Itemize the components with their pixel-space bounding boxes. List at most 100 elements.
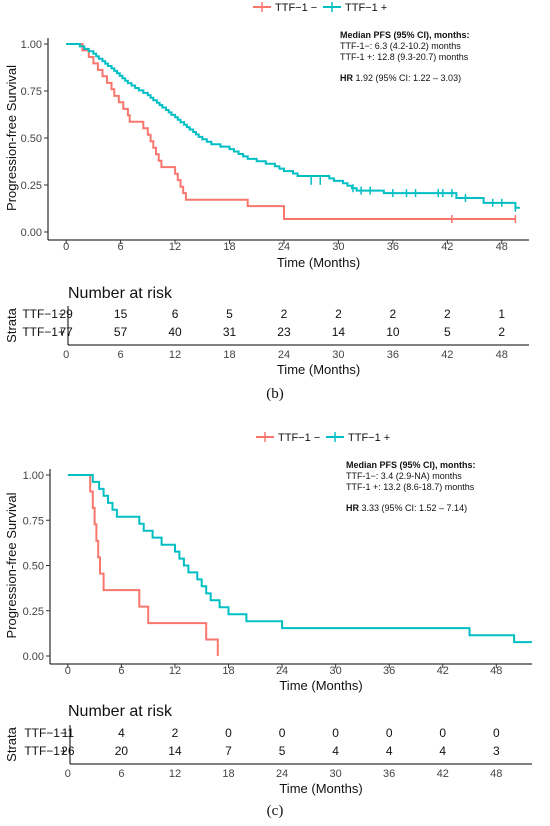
risk-count: 20 xyxy=(115,744,129,758)
risk-x-tick-label: 48 xyxy=(496,349,508,361)
risk-count: 14 xyxy=(332,325,346,339)
y-tick-label: 0.75 xyxy=(21,86,42,98)
x-tick-label: 18 xyxy=(223,241,235,253)
y-axis-title: Progression-free Survival xyxy=(4,65,19,211)
risk-x-axis-title: Time (Months) xyxy=(277,362,360,377)
risk-count: 2 xyxy=(281,307,288,321)
risk-count: 2 xyxy=(498,325,505,339)
risk-count: 15 xyxy=(114,307,128,321)
risk-x-tick-label: 36 xyxy=(387,349,399,361)
x-tick-label: 30 xyxy=(332,241,344,253)
x-tick-label: 6 xyxy=(118,665,124,677)
risk-x-tick-label: 0 xyxy=(65,768,71,780)
strata-label: TTF−1− xyxy=(24,726,67,740)
km-curve-ttf1-negative xyxy=(66,43,516,220)
risk-count: 4 xyxy=(439,744,446,758)
annotation-line-positive: TTF-1 +: 12.8 (9.3-20.7) months xyxy=(340,52,469,62)
risk-count: 29 xyxy=(59,307,73,321)
x-tick-label: 24 xyxy=(276,665,288,677)
km-curve-ttf1-positive xyxy=(67,474,532,644)
risk-x-tick-label: 18 xyxy=(223,349,235,361)
risk-count: 26 xyxy=(61,744,75,758)
strata-label: TTF−1+ xyxy=(22,325,65,339)
median-pfs-annotation: Median PFS (95% CI), months:TTF-1−: 3.4 … xyxy=(346,460,476,513)
hazard-ratio: HR 3.33 (95% CI: 1.52 – 7.14) xyxy=(346,503,467,513)
risk-count: 4 xyxy=(118,726,125,740)
risk-count: 0 xyxy=(332,726,339,740)
y-tick-label: 0.50 xyxy=(21,133,42,145)
x-tick-label: 42 xyxy=(441,241,453,253)
strata-label: TTF−1+ xyxy=(24,744,67,758)
legend: TTF−1 − TTF−1 + xyxy=(253,2,387,14)
x-tick-label: 6 xyxy=(118,241,124,253)
risk-x-tick-label: 12 xyxy=(169,349,181,361)
risk-x-tick-label: 30 xyxy=(332,349,344,361)
risk-table-title: Number at risk xyxy=(68,703,173,720)
strata-axis-title: Strata xyxy=(4,726,19,761)
risk-count: 77 xyxy=(59,325,73,339)
risk-count: 3 xyxy=(493,744,500,758)
risk-count: 2 xyxy=(172,726,179,740)
risk-x-axis-title: Time (Months) xyxy=(279,781,362,796)
x-tick-label: 0 xyxy=(63,241,69,253)
y-tick-label: 0.25 xyxy=(23,606,44,618)
x-tick-label: 36 xyxy=(383,665,395,677)
risk-count: 0 xyxy=(439,726,446,740)
risk-x-tick-label: 6 xyxy=(118,768,124,780)
risk-count: 14 xyxy=(168,744,182,758)
risk-count: 4 xyxy=(332,744,339,758)
risk-count: 2 xyxy=(335,307,342,321)
risk-x-tick-label: 42 xyxy=(441,349,453,361)
x-tick-label: 0 xyxy=(65,665,71,677)
risk-count: 0 xyxy=(493,726,500,740)
risk-count: 5 xyxy=(226,307,233,321)
x-axis-title: Time (Months) xyxy=(277,255,360,270)
legend-label: TTF−1 − xyxy=(275,2,317,14)
risk-x-tick-label: 24 xyxy=(276,768,288,780)
y-tick-label: 0.75 xyxy=(23,515,44,527)
hr-value: 3.33 (95% CI: 1.52 – 7.14) xyxy=(359,503,467,513)
risk-count: 40 xyxy=(168,325,182,339)
risk-table-title: Number at risk xyxy=(68,285,173,302)
x-tick-label: 48 xyxy=(490,665,502,677)
x-tick-label: 12 xyxy=(169,665,181,677)
y-tick-label: 1.00 xyxy=(23,470,44,482)
risk-count: 5 xyxy=(279,744,286,758)
y-tick-label: 0.25 xyxy=(21,180,42,192)
risk-count: 31 xyxy=(223,325,237,339)
legend: TTF−1 − TTF−1 + xyxy=(256,432,390,444)
risk-x-tick-label: 36 xyxy=(383,768,395,780)
km-panel-b: TTF−1 − TTF−1 +0.000.250.500.751.000 6 12 18… xyxy=(4,2,529,402)
legend-label: TTF−1 − xyxy=(278,432,320,444)
annotation-title: Median PFS (95% CI), months: xyxy=(346,460,476,470)
x-tick-label: 24 xyxy=(278,241,290,253)
risk-table: Number at risk Strata TTF−1−29 15 6 5 2 2 2 2 1 TTF… xyxy=(4,285,529,377)
y-tick-label: 0.00 xyxy=(23,651,44,663)
risk-count: 57 xyxy=(114,325,128,339)
panel-caption: (b) xyxy=(266,386,284,402)
strata-label: TTF−1− xyxy=(22,307,65,321)
risk-x-tick-label: 18 xyxy=(222,768,234,780)
risk-x-tick-label: 6 xyxy=(118,349,124,361)
annotation-title: Median PFS (95% CI), months: xyxy=(340,30,470,40)
x-axis-title: Time (Months) xyxy=(279,678,362,693)
km-curve-ttf1-positive xyxy=(66,43,520,209)
risk-x-tick-label: 12 xyxy=(169,768,181,780)
legend-label: TTF−1 + xyxy=(345,2,387,14)
y-tick-label: 0.50 xyxy=(23,561,44,573)
annotation-line-positive: TTF-1 +: 13.2 (8.6-18.7) months xyxy=(346,482,475,492)
x-tick-label: 12 xyxy=(169,241,181,253)
hazard-ratio: HR 1.92 (95% CI: 1.22 – 3.03) xyxy=(340,73,461,83)
legend-label: TTF−1 + xyxy=(348,432,390,444)
risk-count: 1 xyxy=(498,307,505,321)
median-pfs-annotation: Median PFS (95% CI), months:TTF-1−: 6.3 … xyxy=(340,30,470,83)
annotation-line-negative: TTF-1−: 6.3 (4.2-10.2) months xyxy=(340,41,461,51)
risk-x-tick-label: 24 xyxy=(278,349,290,361)
risk-count: 23 xyxy=(277,325,291,339)
y-axis-title: Progression-free Survival xyxy=(4,492,19,638)
risk-count: 6 xyxy=(172,307,179,321)
risk-x-tick-label: 0 xyxy=(63,349,69,361)
x-tick-label: 42 xyxy=(437,665,449,677)
y-tick-label: 0.00 xyxy=(21,227,42,239)
